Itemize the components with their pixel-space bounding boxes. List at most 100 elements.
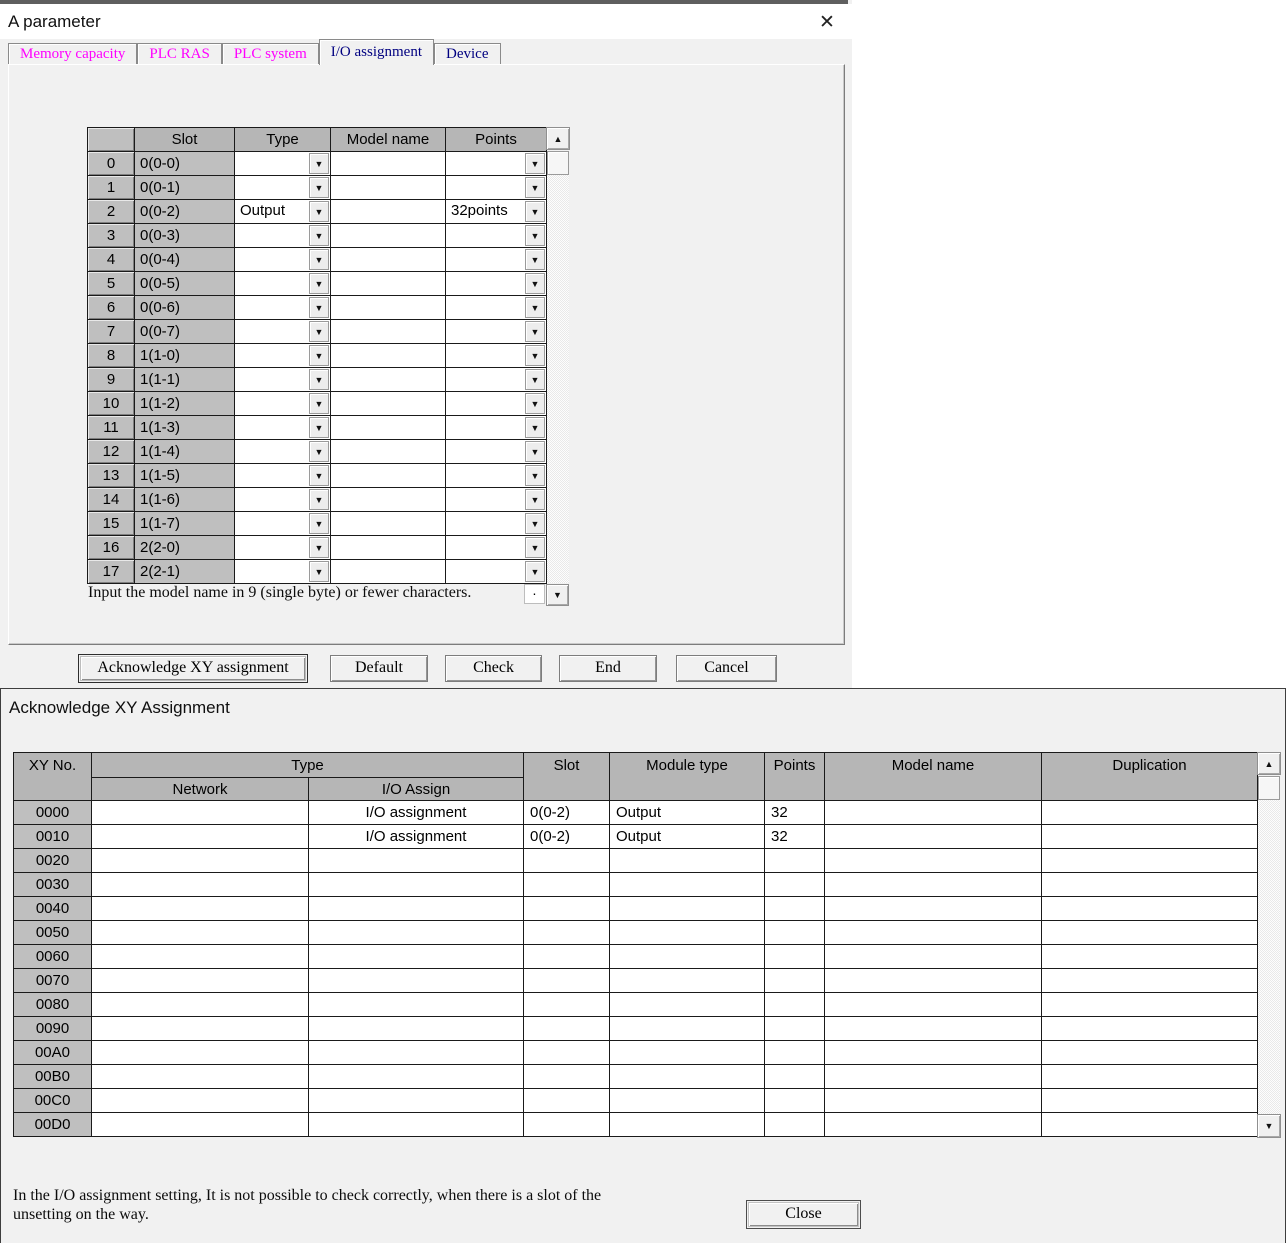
- chevron-down-icon[interactable]: ▼: [525, 345, 545, 366]
- points-dropdown[interactable]: ▼: [445, 175, 547, 200]
- chevron-down-icon[interactable]: ▼: [525, 513, 545, 534]
- type-dropdown[interactable]: ▼: [234, 223, 331, 248]
- model-name-cell[interactable]: [330, 439, 446, 464]
- chevron-down-icon[interactable]: ▼: [309, 153, 329, 174]
- chevron-down-icon[interactable]: ▼: [309, 393, 329, 414]
- scroll-up-icon[interactable]: ▲: [546, 127, 570, 150]
- row-number-button[interactable]: 8: [87, 343, 135, 368]
- type-dropdown[interactable]: ▼: [234, 367, 331, 392]
- tab-i-o-assignment[interactable]: I/O assignment: [318, 39, 435, 65]
- model-name-cell[interactable]: [330, 511, 446, 536]
- scrollbar-thumb[interactable]: [547, 151, 569, 175]
- points-dropdown[interactable]: ▼: [445, 415, 547, 440]
- row-number-button[interactable]: 6: [87, 295, 135, 320]
- chevron-down-icon[interactable]: ▼: [309, 417, 329, 438]
- row-number-button[interactable]: 16: [87, 535, 135, 560]
- scrollbar-track[interactable]: [547, 175, 569, 583]
- chevron-down-icon[interactable]: ▼: [309, 345, 329, 366]
- points-dropdown[interactable]: ▼: [445, 559, 547, 584]
- type-dropdown[interactable]: ▼: [234, 463, 331, 488]
- chevron-down-icon[interactable]: ▼: [525, 369, 545, 390]
- model-name-cell[interactable]: [330, 487, 446, 512]
- chevron-down-icon[interactable]: ▼: [525, 393, 545, 414]
- chevron-down-icon[interactable]: ▼: [525, 537, 545, 558]
- type-dropdown[interactable]: ▼: [234, 487, 331, 512]
- row-number-button[interactable]: 5: [87, 271, 135, 296]
- model-name-cell[interactable]: [330, 247, 446, 272]
- type-dropdown[interactable]: ▼: [234, 415, 331, 440]
- type-dropdown[interactable]: ▼: [234, 271, 331, 296]
- points-dropdown[interactable]: ▼: [445, 535, 547, 560]
- cancel-button[interactable]: Cancel: [676, 655, 777, 682]
- row-number-button[interactable]: 4: [87, 247, 135, 272]
- chevron-down-icon[interactable]: ▼: [525, 153, 545, 174]
- tab-plc-ras[interactable]: PLC RAS: [137, 43, 222, 65]
- chevron-down-icon[interactable]: ▼: [309, 537, 329, 558]
- row-number-button[interactable]: 9: [87, 367, 135, 392]
- type-dropdown[interactable]: ▼: [234, 295, 331, 320]
- chevron-down-icon[interactable]: ▼: [309, 201, 329, 222]
- chevron-down-icon[interactable]: ▼: [525, 321, 545, 342]
- end-button[interactable]: End: [559, 655, 657, 682]
- row-number-button[interactable]: 0: [87, 151, 135, 176]
- type-dropdown[interactable]: ▼: [234, 511, 331, 536]
- row-number-button[interactable]: 17: [87, 559, 135, 584]
- scrollbar-track[interactable]: [1258, 800, 1280, 1114]
- tab-memory-capacity[interactable]: Memory capacity: [8, 43, 138, 65]
- chevron-down-icon[interactable]: ▼: [525, 561, 545, 582]
- model-name-cell[interactable]: [330, 463, 446, 488]
- row-number-button[interactable]: 1: [87, 175, 135, 200]
- type-dropdown[interactable]: ▼: [234, 151, 331, 176]
- type-dropdown[interactable]: ▼: [234, 343, 331, 368]
- points-dropdown[interactable]: 32points ▼: [445, 199, 547, 224]
- points-dropdown[interactable]: ▼: [445, 343, 547, 368]
- points-dropdown[interactable]: ▼: [445, 391, 547, 416]
- chevron-down-icon[interactable]: ▼: [309, 465, 329, 486]
- row-number-button[interactable]: 12: [87, 439, 135, 464]
- chevron-down-icon[interactable]: ▼: [525, 273, 545, 294]
- model-name-cell[interactable]: [330, 559, 446, 584]
- chevron-down-icon[interactable]: ▼: [309, 369, 329, 390]
- points-dropdown[interactable]: ▼: [445, 319, 547, 344]
- row-number-button[interactable]: 10: [87, 391, 135, 416]
- model-name-cell[interactable]: [330, 391, 446, 416]
- tab-plc-system[interactable]: PLC system: [221, 43, 319, 65]
- row-number-button[interactable]: 7: [87, 319, 135, 344]
- check-button[interactable]: Check: [445, 655, 542, 682]
- type-dropdown[interactable]: ▼: [234, 175, 331, 200]
- chevron-down-icon[interactable]: ▼: [525, 489, 545, 510]
- chevron-down-icon[interactable]: ▼: [309, 441, 329, 462]
- points-dropdown[interactable]: ▼: [445, 511, 547, 536]
- points-dropdown[interactable]: ▼: [445, 151, 547, 176]
- chevron-down-icon[interactable]: ▼: [525, 249, 545, 270]
- type-dropdown[interactable]: ▼: [234, 535, 331, 560]
- chevron-down-icon[interactable]: ▼: [525, 465, 545, 486]
- model-name-cell[interactable]: [330, 367, 446, 392]
- chevron-down-icon[interactable]: ▼: [525, 297, 545, 318]
- row-number-button[interactable]: 13: [87, 463, 135, 488]
- chevron-down-icon[interactable]: ▼: [525, 225, 545, 246]
- type-dropdown[interactable]: Output ▼: [234, 199, 331, 224]
- io-table-scrollbar[interactable]: ▲: [546, 127, 570, 583]
- row-number-button[interactable]: 11: [87, 415, 135, 440]
- tab-device[interactable]: Device: [434, 43, 501, 65]
- type-dropdown[interactable]: ▼: [234, 559, 331, 584]
- chevron-down-icon[interactable]: ▼: [525, 417, 545, 438]
- type-dropdown[interactable]: ▼: [234, 319, 331, 344]
- type-dropdown[interactable]: ▼: [234, 391, 331, 416]
- chevron-down-icon[interactable]: ▼: [309, 561, 329, 582]
- model-name-cell[interactable]: [330, 415, 446, 440]
- default-button[interactable]: Default: [330, 655, 428, 682]
- chevron-down-icon[interactable]: ▼: [309, 297, 329, 318]
- points-dropdown[interactable]: ▼: [445, 463, 547, 488]
- model-name-cell[interactable]: [330, 175, 446, 200]
- chevron-down-icon[interactable]: ▼: [525, 177, 545, 198]
- scrollbar-thumb[interactable]: [1258, 776, 1280, 800]
- type-dropdown[interactable]: ▼: [234, 247, 331, 272]
- model-name-cell[interactable]: [330, 271, 446, 296]
- row-number-button[interactable]: 14: [87, 487, 135, 512]
- row-number-button[interactable]: 15: [87, 511, 135, 536]
- model-name-cell[interactable]: [330, 295, 446, 320]
- xy-table-scrollbar[interactable]: ▲ ▼: [1257, 752, 1281, 1138]
- points-dropdown[interactable]: ▼: [445, 487, 547, 512]
